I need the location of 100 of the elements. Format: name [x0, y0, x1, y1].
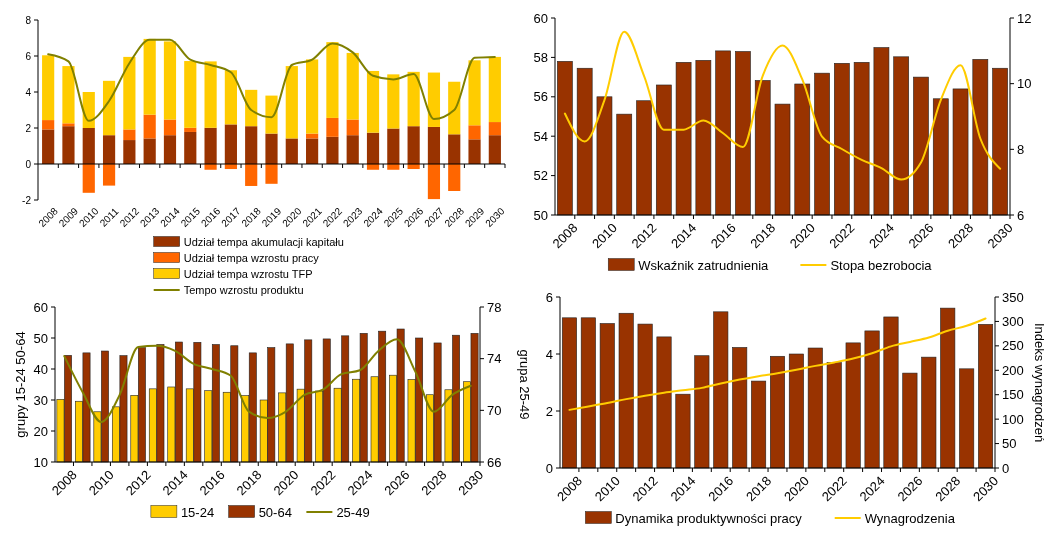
y2-tick-label: 50	[1002, 436, 1017, 452]
bar	[42, 120, 55, 130]
bar	[656, 336, 672, 469]
legend-label: Wskaźnik zatrudnienia	[638, 257, 770, 273]
bar	[978, 324, 994, 469]
legend-label: Dynamika produktywności pracy	[615, 510, 803, 526]
bar	[770, 355, 785, 469]
y2-tick-label: 350	[1002, 289, 1024, 305]
bar	[468, 139, 481, 164]
y-tick-label: 8	[25, 14, 32, 26]
y-tick-label: 58	[533, 49, 548, 65]
bar	[123, 129, 136, 141]
y-tick-label: 50	[33, 330, 48, 346]
bar	[62, 123, 75, 127]
legend-label: 50-64	[258, 504, 292, 520]
bar	[265, 164, 278, 184]
y2-tick-label: 74	[487, 351, 502, 367]
bar	[675, 393, 691, 469]
y-tick-label: 50	[533, 207, 548, 223]
bar	[883, 316, 899, 469]
bar	[184, 61, 197, 128]
bar	[346, 119, 359, 136]
y-tick-label: 20	[33, 423, 48, 439]
y-axis-title: grupy 15-24 50-64	[13, 331, 28, 438]
bar	[346, 52, 359, 120]
y-tick-label: 60	[33, 299, 48, 315]
legend-label: 25-49	[336, 504, 370, 520]
y-tick-label: 6	[25, 50, 32, 62]
bar	[204, 61, 217, 128]
bar	[265, 133, 278, 164]
bar	[599, 323, 615, 469]
bar	[42, 55, 55, 121]
y2-tick-label: 6	[1017, 207, 1025, 223]
bar	[407, 71, 420, 127]
y2-tick-label: 150	[1002, 387, 1024, 403]
bar	[82, 164, 95, 193]
y-tick-label: 60	[533, 10, 548, 26]
legend-label: Udział tempa wzrostu TFP	[183, 267, 313, 280]
bar	[427, 72, 441, 127]
bar	[826, 362, 842, 469]
bar	[143, 138, 156, 164]
y2-tick-label: 78	[487, 299, 502, 315]
y2-tick-label: 10	[1017, 76, 1032, 92]
y-tick-label: 10	[33, 454, 48, 470]
bar	[82, 92, 95, 128]
y-tick-label: 0	[545, 460, 553, 476]
bar	[940, 307, 956, 469]
bar	[245, 126, 258, 164]
y-tick-label: 0	[25, 158, 32, 170]
bar	[62, 66, 75, 124]
bar	[561, 317, 577, 469]
bar	[488, 135, 501, 164]
bar	[265, 95, 278, 134]
bar	[618, 312, 634, 469]
y-tick-label: 52	[533, 168, 548, 184]
bar	[326, 136, 339, 164]
bar	[42, 129, 55, 164]
bar	[732, 347, 748, 469]
y-tick-label: 4	[545, 346, 553, 362]
y-tick-label: -2	[22, 194, 32, 206]
bar	[143, 114, 156, 139]
bar	[346, 135, 359, 164]
bar	[387, 128, 400, 164]
y-tick-label: 4	[25, 86, 32, 98]
bar	[845, 342, 861, 469]
bar	[788, 353, 804, 469]
y-tick-label: 2	[545, 403, 553, 419]
bar	[366, 132, 380, 164]
line-series	[47, 38, 496, 122]
y-tick-label: 54	[533, 128, 548, 144]
bar	[123, 140, 136, 164]
y2-tick-label: 70	[487, 402, 502, 418]
bar	[163, 135, 177, 164]
legend-label: Udział tempa wzrostu pracy	[183, 251, 320, 264]
bar	[306, 59, 319, 134]
bar	[285, 138, 298, 164]
y2-tick-label: 0	[1002, 460, 1010, 476]
bar	[468, 125, 481, 140]
bar	[224, 70, 237, 125]
y2-axis-title: Indeks wynagrodzeń	[1032, 322, 1047, 443]
bar	[163, 41, 177, 120]
line-series	[568, 317, 987, 411]
bar	[694, 355, 710, 469]
bar	[82, 128, 95, 164]
bar	[285, 66, 298, 139]
bar	[921, 356, 937, 469]
bar	[713, 311, 729, 469]
bar	[224, 124, 237, 164]
bar	[427, 164, 441, 200]
bar	[807, 347, 823, 469]
bar	[306, 138, 319, 164]
bar	[184, 131, 197, 164]
y-tick-label: 30	[33, 392, 48, 408]
bar	[143, 38, 156, 115]
bar	[407, 126, 420, 164]
y-tick-label: 40	[33, 361, 48, 377]
y2-tick-label: 250	[1002, 338, 1024, 354]
bar	[326, 117, 339, 137]
y2-tick-label: 200	[1002, 362, 1024, 378]
line-series	[63, 338, 472, 423]
